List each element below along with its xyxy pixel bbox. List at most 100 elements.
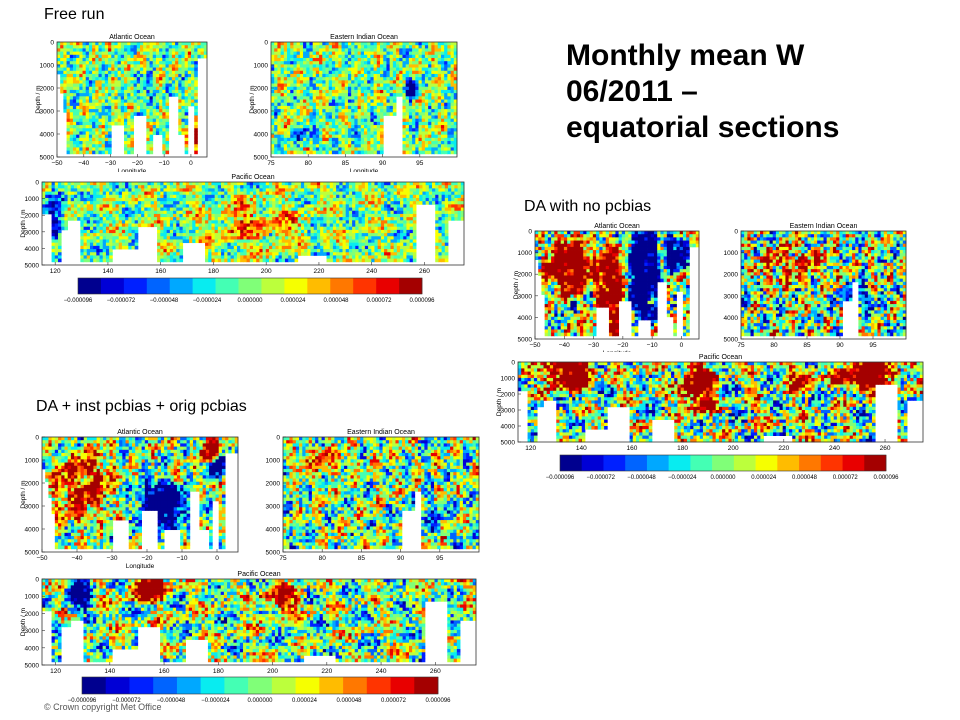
panel-eastern-indian-ocean: Eastern Indian Ocean01000200030004000500… (259, 427, 491, 574)
heatmap-cells (42, 182, 464, 262)
y-tick-label: 0 (264, 40, 268, 47)
colorbar-segment (129, 677, 153, 694)
caption-free-run: Free run (44, 6, 104, 24)
y-tick-label: 4000 (501, 424, 516, 431)
colorbar-tick-label: 0.000048 (792, 475, 818, 481)
x-tick-label: −30 (105, 160, 116, 167)
colorbar-segment (669, 455, 691, 471)
x-tick-label: 220 (321, 668, 332, 675)
y-tick-label: 4000 (518, 315, 533, 322)
x-tick-label: 160 (626, 445, 637, 452)
y-axis-label: Depth / m (20, 480, 27, 508)
colorbar-segment (353, 278, 376, 294)
y-tick-label: 5000 (254, 155, 269, 162)
colorbar-segment (296, 677, 320, 694)
x-tick-label: −40 (78, 160, 89, 167)
x-tick-label: 160 (159, 668, 170, 675)
slide-title: Monthly mean W 06/2011 – equatorial sect… (566, 38, 896, 146)
x-tick-label: 80 (770, 342, 778, 349)
colorbar-segment (307, 278, 330, 294)
colorbar: −0.000096 −0.000072 −0.000048 −0.000024 0.00… (68, 677, 451, 704)
y-axis-label: Depth / m (249, 85, 256, 113)
colorbar-tick-label: −0.000048 (627, 475, 656, 481)
x-tick-label: 95 (869, 342, 877, 349)
colorbar-tick-label: 0.000072 (366, 298, 392, 304)
x-tick-label: 75 (737, 342, 745, 349)
panel-title: Atlantic Ocean (117, 429, 163, 436)
colorbar-tick-label: 0.000096 (409, 298, 435, 304)
colorbar-tick-label: 0.000000 (710, 475, 736, 481)
x-tick-label: 80 (319, 555, 327, 562)
colorbar-tick-label: 0.000024 (292, 698, 318, 704)
colorbar-segment (319, 677, 343, 694)
x-tick-label: 0 (215, 555, 219, 562)
x-tick-label: −30 (588, 342, 599, 349)
heatmap-cells (57, 42, 207, 154)
x-tick-label: 95 (436, 555, 444, 562)
y-tick-label: 1000 (40, 63, 55, 70)
y-axis-label: Depth / m (20, 608, 27, 636)
colorbar-segment (106, 677, 130, 694)
colorbar-tick-label: 0.000000 (247, 698, 273, 704)
colorbar-segment (82, 677, 106, 694)
x-tick-label: 180 (677, 445, 688, 452)
x-tick-label: 140 (104, 668, 115, 675)
colorbar-segment (756, 455, 778, 471)
colorbar-segment (343, 677, 367, 694)
colorbar-segment (330, 278, 353, 294)
x-tick-label: 0 (189, 160, 193, 167)
y-tick-label: 0 (50, 40, 54, 47)
y-tick-label: 5000 (266, 550, 281, 557)
y-tick-label: 4000 (25, 645, 40, 652)
y-tick-label: 3000 (724, 293, 739, 300)
colorbar-tick-label: 0.000072 (381, 698, 407, 704)
y-tick-label: 5000 (501, 440, 516, 447)
colorbar-segment (78, 278, 101, 294)
x-tick-label: −30 (106, 555, 117, 562)
colorbar-tick-label: −0.000072 (107, 298, 136, 304)
y-tick-label: 0 (35, 435, 39, 442)
x-tick-label: 200 (267, 668, 278, 675)
x-tick-label: −50 (36, 555, 47, 562)
caption-da-no-pcbias: DA with no pcbias (524, 198, 651, 216)
y-tick-label: 0 (528, 229, 532, 236)
y-tick-label: 4000 (25, 527, 40, 534)
panel-title: Atlantic Ocean (109, 34, 155, 41)
x-tick-label: 75 (279, 555, 287, 562)
x-tick-label: 85 (358, 555, 366, 562)
colorbar-segment (284, 278, 307, 294)
colorbar-segment (712, 455, 734, 471)
y-tick-label: 1000 (25, 458, 40, 465)
x-tick-label: −20 (132, 160, 143, 167)
panel-title: Eastern Indian Ocean (790, 223, 858, 230)
x-tick-label: 85 (342, 160, 350, 167)
y-tick-label: 0 (511, 360, 515, 367)
y-axis-label: Depth / m (496, 388, 503, 416)
x-axis-label: Longitude (126, 563, 155, 570)
y-tick-label: 0 (734, 229, 738, 236)
y-tick-label: 0 (35, 577, 39, 584)
x-tick-label: 260 (880, 445, 891, 452)
colorbar-tick-label: 0.000096 (873, 475, 899, 481)
heatmap-cells (535, 231, 699, 336)
x-tick-label: −20 (141, 555, 152, 562)
x-tick-label: 140 (103, 268, 114, 275)
x-tick-label: 120 (50, 268, 61, 275)
colorbar-tick-label: 0.000048 (323, 298, 349, 304)
panel-title: Eastern Indian Ocean (347, 429, 415, 436)
x-tick-label: 90 (397, 555, 405, 562)
colorbar: −0.000096 −0.000072 −0.000048 −0.000024 0.00… (64, 278, 435, 304)
colorbar-tick-label: 0.000072 (833, 475, 859, 481)
colorbar-segment (399, 278, 422, 294)
colorbar-segment (734, 455, 756, 471)
colorbar-tick-label: 0.000024 (280, 298, 306, 304)
colorbar-segment (777, 455, 799, 471)
colorbar-segment (261, 278, 284, 294)
y-tick-label: 1000 (518, 250, 533, 257)
x-tick-label: 85 (803, 342, 811, 349)
colorbar-tick-label: −0.000048 (150, 298, 179, 304)
